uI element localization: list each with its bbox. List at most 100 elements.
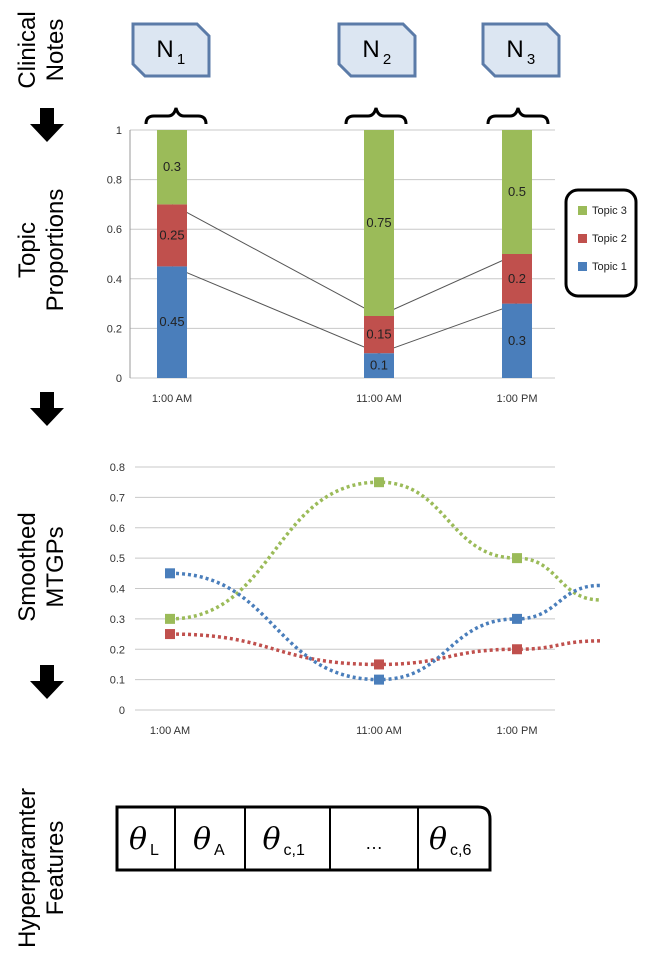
- legend-entry: Topic 3: [592, 205, 627, 217]
- bar-segment: [502, 254, 532, 304]
- y-tick-label: 0.8: [110, 462, 125, 474]
- series-line: [169, 632, 601, 667]
- legend-swatch: [578, 262, 587, 271]
- feature-cell: …: [365, 833, 383, 853]
- label-features: Features: [42, 821, 69, 916]
- y-tick-label: 0.6: [110, 523, 125, 535]
- down-arrow-icon: [30, 665, 64, 699]
- data-label: 0.3: [508, 333, 526, 348]
- label-proportions: Proportions: [42, 189, 69, 312]
- legend-entry: Topic 2: [592, 233, 627, 245]
- label-mtgps: MTGPs: [42, 526, 69, 607]
- data-point: [374, 674, 384, 685]
- document-shape: [131, 22, 211, 78]
- note-subscript: 2: [383, 51, 391, 68]
- bar-segment: [364, 316, 394, 354]
- label-notes: Notes: [42, 19, 69, 82]
- connector-line: [171, 265, 518, 354]
- data-label: 0.45: [159, 314, 184, 329]
- y-tick-label: 0.8: [107, 175, 122, 187]
- stage-labels: Clinical Notes Topic Proportions Smoothe…: [14, 11, 69, 948]
- data-point: [165, 568, 175, 579]
- note-subscript: 3: [527, 51, 535, 68]
- data-point: [374, 659, 384, 670]
- down-arrow-icon: [30, 392, 64, 426]
- bar-segment: [157, 130, 187, 205]
- data-label: 0.25: [159, 227, 184, 242]
- legend-swatch: [578, 206, 587, 215]
- y-tick-label: 0: [119, 705, 125, 717]
- data-label: 0.1: [370, 358, 388, 373]
- data-label: 0.75: [366, 215, 391, 230]
- brace-n1: [144, 107, 208, 125]
- label-clinical: Clinical: [14, 11, 41, 88]
- bar-segment: [157, 204, 187, 267]
- y-tick-label: 0.6: [107, 224, 122, 236]
- topic-proportions-chart: 0 0.2 0.4 0.6 0.8 1 0.45 0.25 0.3 0.1 0.15 0.75 0.3 0…: [107, 125, 555, 405]
- bar-segment: [157, 266, 187, 378]
- label-hyperparamter: Hyperparamter: [14, 788, 41, 948]
- label-topic: Topic: [14, 222, 41, 278]
- data-point: [512, 644, 522, 655]
- bar-segment: [502, 303, 532, 378]
- theta-subscript: L: [150, 842, 159, 859]
- data-label: 0.15: [366, 327, 391, 342]
- down-arrow-icon: [30, 108, 64, 142]
- data-point: [374, 477, 384, 488]
- y-tick-label: 0.4: [110, 584, 125, 596]
- legend: Topic 3 Topic 2 Topic 1: [564, 188, 638, 298]
- feature-vector-box: [115, 805, 492, 872]
- flow-arrows: [30, 108, 64, 699]
- document-shape: [337, 22, 417, 78]
- theta-symbol: θ: [429, 822, 447, 857]
- data-label: 0.2: [508, 271, 526, 286]
- theta-subscript: A: [214, 842, 225, 859]
- y-tick-label: 0.3: [110, 614, 125, 626]
- series-line: [169, 480, 601, 621]
- theta-symbol: θ: [262, 822, 280, 857]
- bar-segment: [364, 130, 394, 316]
- document-shape: [481, 22, 561, 78]
- feature-cell: θ c,6: [429, 822, 471, 859]
- note-braces: [144, 107, 550, 125]
- y-tick-label: 0.5: [110, 553, 125, 565]
- y-tick-label: 0.1: [110, 675, 125, 687]
- note-label: N: [362, 36, 379, 63]
- connector-line: [171, 203, 518, 317]
- data-label: 0.3: [163, 159, 181, 174]
- theta-subscript: c,6: [450, 842, 471, 859]
- x-tick-label: 1:00 PM: [497, 725, 538, 737]
- y-tick-label: 0.4: [107, 274, 122, 286]
- ellipsis: …: [365, 833, 383, 853]
- data-point: [512, 613, 522, 624]
- theta-subscript: c,1: [284, 842, 305, 859]
- data-point: [165, 629, 175, 640]
- feature-cell: θ c,1: [262, 822, 304, 859]
- theta-symbol: θ: [129, 822, 147, 857]
- note-subscript: 1: [177, 51, 185, 68]
- legend-entry: Topic 1: [592, 261, 627, 273]
- y-tick-label: 0.2: [107, 323, 122, 335]
- bar-segment: [502, 130, 532, 254]
- y-tick-label: 1: [116, 125, 122, 137]
- x-tick-label: 1:00 PM: [497, 393, 538, 405]
- theta-symbol: θ: [193, 822, 211, 857]
- y-tick-label: 0.2: [110, 644, 125, 656]
- legend-swatch: [578, 234, 587, 243]
- data-point: [165, 613, 175, 624]
- brace-n3: [486, 107, 550, 125]
- x-tick-label: 11:00 AM: [356, 725, 402, 737]
- bar-segment: [364, 353, 394, 378]
- note-label: N: [506, 36, 523, 63]
- x-tick-label: 1:00 AM: [150, 725, 190, 737]
- data-label: 0.5: [508, 184, 526, 199]
- x-tick-label: 11:00 AM: [356, 393, 402, 405]
- brace-n2: [344, 107, 408, 125]
